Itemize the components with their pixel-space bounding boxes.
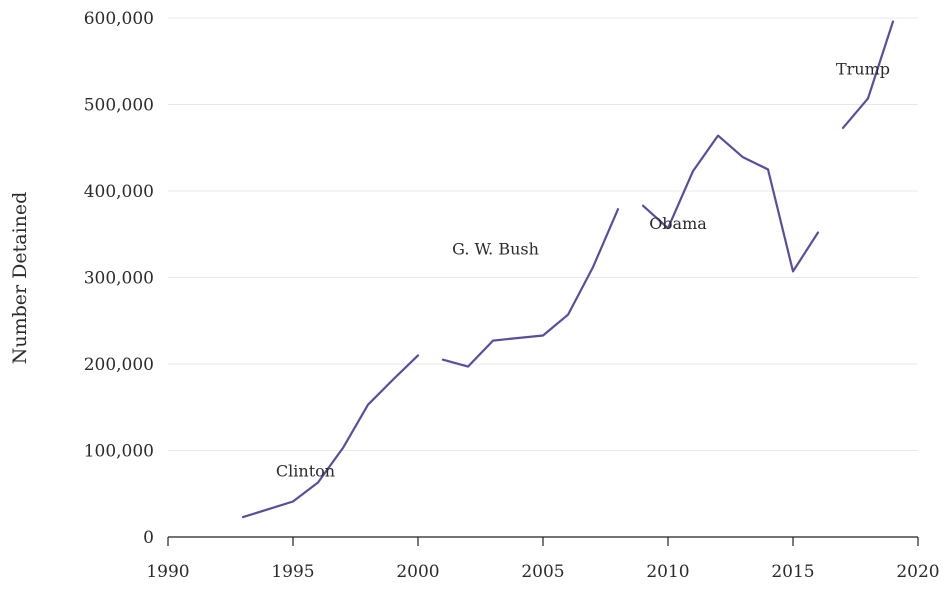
- series-labels: Clinton G. W. Bush Obama Trump: [276, 60, 890, 481]
- axes: 0 100,000 200,000 300,000 400,000 500,000 600,…: [84, 9, 940, 582]
- x-tick-label: 2005: [521, 562, 564, 582]
- y-tick-label: 500,000: [84, 96, 154, 116]
- grid-lines: [168, 17, 918, 451]
- series-label-trump: Trump: [836, 60, 890, 79]
- series-label-obama: Obama: [649, 214, 707, 233]
- y-tick-label: 0: [143, 528, 154, 548]
- series-label-g-w-bush: G. W. Bush: [452, 240, 539, 259]
- series-line-clinton: [241, 354, 420, 519]
- series-label-clinton: Clinton: [276, 462, 335, 481]
- x-tick-label: 2015: [771, 562, 814, 582]
- y-tick-label: 400,000: [84, 182, 154, 202]
- x-tick-label: 2010: [646, 562, 689, 582]
- y-tick-label: 600,000: [84, 9, 154, 29]
- series-line-g-w-bush: [441, 208, 620, 368]
- y-tick-label: 300,000: [84, 269, 154, 289]
- y-axis-title: Number Detained: [9, 192, 31, 365]
- y-tick-label: 200,000: [84, 355, 154, 375]
- series-line-trump: [841, 20, 895, 130]
- x-tick-label: 2020: [896, 562, 939, 582]
- y-tick-label: 100,000: [84, 442, 154, 462]
- x-tick-label: 1995: [271, 562, 314, 582]
- series-line-obama: [641, 134, 820, 273]
- x-tick-label: 1990: [146, 562, 189, 582]
- x-tick-label: 2000: [396, 562, 439, 582]
- series-lines: [241, 20, 895, 519]
